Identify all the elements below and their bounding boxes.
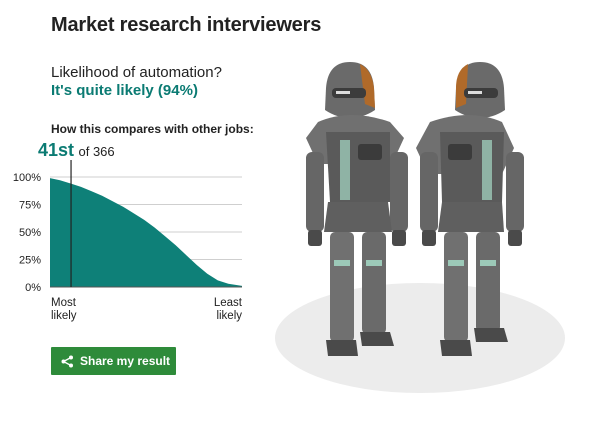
- robot-figures-illustration: [275, 62, 565, 393]
- x-label-most: Most: [51, 297, 76, 309]
- rank-readout: 41st of 366: [38, 140, 115, 161]
- floor-shadow: [275, 283, 565, 393]
- page-title: Market research interviewers: [51, 14, 322, 36]
- y-tick-label: 50%: [19, 227, 41, 239]
- automation-area: [50, 178, 242, 287]
- rank-total: of 366: [78, 144, 115, 159]
- y-tick-label: 75%: [19, 200, 41, 212]
- y-tick-label: 0%: [25, 282, 41, 294]
- x-label-likely-right: likely: [216, 310, 242, 322]
- automation-answer: It's quite likely (94%): [51, 82, 198, 99]
- y-tick-label: 25%: [19, 255, 41, 267]
- robot-left-icon: [306, 62, 408, 356]
- share-button-label: Share my result: [80, 354, 171, 368]
- automation-question: Likelihood of automation?: [51, 64, 222, 81]
- compare-heading: How this compares with other jobs:: [51, 122, 254, 136]
- automation-ranking-chart: 100% 75% 50% 25% 0%: [13, 160, 242, 294]
- robot-right-icon: [416, 62, 524, 356]
- x-label-most-likely: Most likely: [51, 297, 77, 323]
- rank-position: 41st: [38, 140, 75, 160]
- share-result-button[interactable]: Share my result: [51, 347, 176, 375]
- y-tick-label: 100%: [13, 172, 41, 184]
- x-label-least: Least: [213, 297, 242, 309]
- share-icon: [61, 355, 73, 367]
- x-label-least-likely: Least likely: [205, 297, 242, 323]
- x-label-likely-left: likely: [51, 310, 77, 322]
